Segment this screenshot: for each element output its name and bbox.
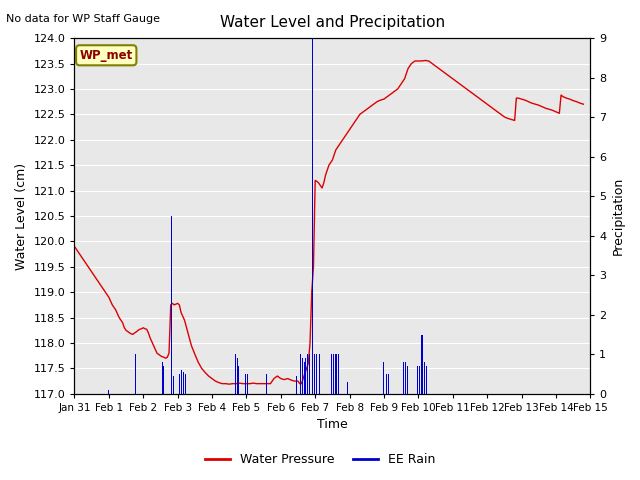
Bar <box>420 335 422 394</box>
Bar <box>162 362 163 394</box>
Bar <box>136 354 138 394</box>
Bar <box>163 366 164 394</box>
Bar <box>301 358 303 394</box>
Bar <box>173 376 174 394</box>
Bar <box>268 374 269 394</box>
Bar <box>424 362 425 394</box>
Bar <box>304 362 305 394</box>
Bar <box>266 374 267 394</box>
Bar <box>417 366 418 394</box>
Bar <box>179 374 180 394</box>
Bar <box>338 354 339 394</box>
Bar <box>245 374 246 394</box>
Y-axis label: Water Level (cm): Water Level (cm) <box>15 162 28 270</box>
Text: WP_met: WP_met <box>79 49 133 62</box>
Bar <box>422 335 423 394</box>
Bar <box>405 362 406 394</box>
Bar <box>419 366 420 394</box>
Bar <box>316 354 317 394</box>
Bar <box>310 18 312 394</box>
Bar <box>168 216 170 394</box>
Title: Water Level and Precipitation: Water Level and Precipitation <box>220 15 445 30</box>
Bar <box>185 374 186 394</box>
Bar <box>235 354 236 394</box>
Text: No data for WP Staff Gauge: No data for WP Staff Gauge <box>6 14 161 24</box>
Bar <box>333 354 334 394</box>
Bar <box>403 362 404 394</box>
Legend: Water Pressure, EE Rain: Water Pressure, EE Rain <box>200 448 440 471</box>
Bar <box>408 366 410 394</box>
Bar <box>171 216 172 394</box>
Bar <box>388 374 389 394</box>
Bar <box>305 358 307 394</box>
Bar <box>314 354 315 394</box>
Bar <box>181 370 182 394</box>
Bar <box>300 354 301 394</box>
Bar <box>319 354 320 394</box>
Bar <box>309 354 310 394</box>
X-axis label: Time: Time <box>317 419 348 432</box>
Bar <box>296 376 297 394</box>
Bar <box>383 362 384 394</box>
Bar <box>426 366 427 394</box>
Bar <box>312 26 313 394</box>
Bar <box>247 374 248 394</box>
Bar <box>307 354 308 394</box>
Bar <box>407 366 408 394</box>
Bar <box>108 390 109 394</box>
Y-axis label: Precipitation: Precipitation <box>612 177 625 255</box>
Bar <box>135 354 136 394</box>
Bar <box>317 354 318 394</box>
